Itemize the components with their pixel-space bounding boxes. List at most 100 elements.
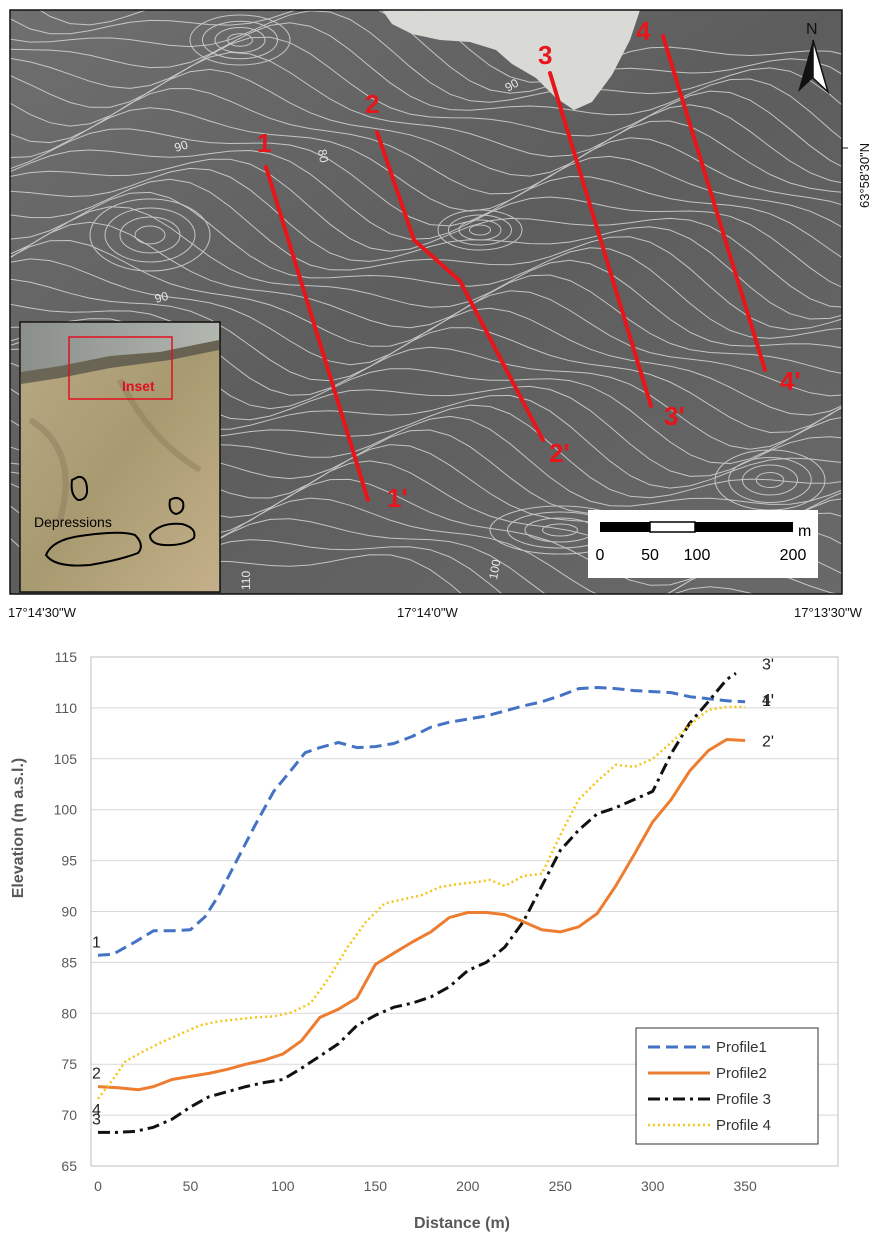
map-frame bbox=[9, 9, 843, 595]
x-tick-label: 350 bbox=[733, 1178, 757, 1194]
legend-label: Profile 3 bbox=[716, 1091, 771, 1108]
map-water-area bbox=[382, 10, 640, 110]
lon-label-east: 17°13'30"W bbox=[794, 605, 862, 620]
contour-line bbox=[10, 10, 842, 83]
profile-4-end-label: 4' bbox=[780, 366, 801, 396]
elevation-chart: 65 70 75 80 85 90 95 100 105 110 115 0 50 100 150 200 2… bbox=[10, 649, 839, 1232]
contour-line bbox=[10, 88, 842, 206]
depression-outlines bbox=[44, 475, 196, 567]
series-start-label: 3 bbox=[92, 1111, 101, 1128]
x-tick-labels: 0 50 100 150 200 250 300 350 bbox=[94, 1178, 757, 1194]
lat-label: 63°58'30"N bbox=[857, 142, 872, 208]
contour-label: 80 bbox=[315, 148, 331, 164]
contour-line bbox=[10, 239, 842, 397]
y-tick-label: 80 bbox=[61, 1005, 77, 1021]
contour-ring bbox=[89, 198, 211, 272]
contour-line bbox=[10, 206, 842, 349]
contour-line bbox=[10, 167, 842, 320]
x-tick-label: 300 bbox=[641, 1178, 665, 1194]
profile-line-4 bbox=[661, 34, 767, 372]
y-tick-label: 70 bbox=[61, 1107, 77, 1123]
y-tick-label: 115 bbox=[55, 649, 78, 665]
series-end-label: 1' bbox=[762, 693, 774, 710]
scale-tick-label: 100 bbox=[684, 547, 711, 564]
scale-unit: m bbox=[798, 523, 811, 540]
depressions-label: Depressions bbox=[34, 514, 112, 530]
x-tick-label: 150 bbox=[364, 1178, 388, 1194]
contour-label: 90 bbox=[153, 289, 170, 306]
contour-ring bbox=[134, 225, 166, 245]
contour-ring bbox=[189, 14, 291, 66]
contour-ring bbox=[227, 33, 253, 47]
y-tick-label: 95 bbox=[61, 853, 77, 869]
inset-box bbox=[68, 336, 173, 400]
series-start-label: 1 bbox=[92, 934, 101, 951]
series-line-3 bbox=[98, 672, 737, 1134]
north-label: N bbox=[806, 21, 818, 38]
x-axis-label: Distance (m) bbox=[414, 1215, 510, 1232]
series-end-labels: 1 1' 2 2' 3 3' 4 4' bbox=[92, 656, 774, 1128]
contour-line bbox=[10, 10, 842, 106]
contour-ring bbox=[542, 523, 578, 537]
x-tick-label: 200 bbox=[456, 1178, 480, 1194]
profile-3-start-label: 3 bbox=[538, 40, 552, 70]
profile-1-start-label: 1 bbox=[257, 128, 271, 158]
series-lines bbox=[97, 672, 746, 1134]
contour-line bbox=[10, 128, 842, 259]
inset-map: Inset Depressions bbox=[19, 321, 221, 593]
contour-label: 110 bbox=[239, 571, 253, 590]
y-tick-label: 65 bbox=[61, 1158, 77, 1174]
x-tick-label: 50 bbox=[183, 1178, 199, 1194]
contour-line bbox=[10, 258, 842, 416]
contour-lines bbox=[10, 10, 842, 594]
profile-2-start-label: 2 bbox=[365, 89, 379, 119]
legend: Profile1 Profile2 Profile 3 Profile 4 bbox=[635, 1027, 819, 1145]
y-tick-label: 85 bbox=[61, 954, 77, 970]
profile-1-end-label: 1' bbox=[387, 483, 408, 513]
contour-ring bbox=[448, 214, 512, 246]
contour-ring bbox=[755, 472, 785, 488]
profile-lines bbox=[264, 34, 767, 502]
legend-label: Profile2 bbox=[716, 1065, 767, 1082]
series-end-label: 3' bbox=[762, 656, 774, 673]
legend-label: Profile1 bbox=[716, 1039, 767, 1056]
contour-line bbox=[10, 178, 842, 331]
legend-label: Profile 4 bbox=[716, 1117, 771, 1134]
contour-line bbox=[10, 22, 842, 140]
profile-3-end-label: 3' bbox=[664, 401, 685, 431]
contour-line bbox=[10, 191, 842, 339]
gridlines bbox=[90, 656, 839, 1167]
map-panel: 90 80 90 100 110 90 1 1' 2 2' 3 3' 4 4' … bbox=[9, 9, 848, 595]
contour-labels: 90 80 90 100 110 90 bbox=[153, 76, 521, 590]
contour-ring bbox=[437, 209, 523, 251]
lon-label-center: 17°14'0"W bbox=[397, 605, 458, 620]
contour-line bbox=[10, 107, 842, 228]
plot-area bbox=[90, 656, 839, 1167]
y-tick-label: 100 bbox=[54, 802, 78, 818]
scale-tick-label: 0 bbox=[596, 547, 605, 564]
contour-ring bbox=[214, 27, 266, 53]
x-tick-label: 100 bbox=[271, 1178, 295, 1194]
contour-label: 100 bbox=[486, 558, 503, 580]
contour-line bbox=[10, 278, 842, 434]
contour-ring bbox=[728, 457, 812, 503]
series-end-label: 4' bbox=[762, 692, 774, 709]
north-arrow-icon: N bbox=[798, 21, 830, 95]
profile-line-labels: 1 1' 2 2' 3 3' 4 4' bbox=[257, 16, 801, 513]
contour-ring bbox=[742, 464, 798, 496]
series-line-4 bbox=[97, 705, 746, 1100]
x-tick-label: 250 bbox=[549, 1178, 573, 1194]
scale-tick-label: 200 bbox=[780, 547, 807, 564]
contour-label: 90 bbox=[173, 137, 190, 155]
profile-2-end-label: 2' bbox=[549, 438, 570, 468]
profile-line-2 bbox=[375, 130, 545, 442]
contour-ring bbox=[458, 219, 502, 241]
contour-line bbox=[10, 303, 842, 450]
contour-line bbox=[10, 10, 842, 94]
series-end-label: 2' bbox=[762, 733, 774, 750]
contour-ring bbox=[104, 207, 196, 263]
y-axis-label: Elevation (m a.s.l.) bbox=[10, 758, 27, 898]
contour-ring bbox=[119, 216, 181, 254]
contour-label: 90 bbox=[503, 76, 522, 95]
